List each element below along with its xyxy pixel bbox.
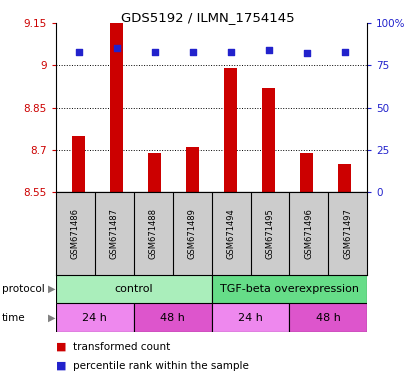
Text: ■: ■ [56,361,66,371]
Text: 48 h: 48 h [316,313,341,323]
Text: 24 h: 24 h [238,313,263,323]
Point [76,49,82,55]
Point [113,45,120,51]
Text: ■: ■ [56,342,66,352]
Text: 24 h: 24 h [83,313,107,323]
Text: GSM671489: GSM671489 [188,208,197,259]
Text: GSM671495: GSM671495 [266,208,274,259]
Bar [300,152,313,192]
Text: GDS5192 / ILMN_1754145: GDS5192 / ILMN_1754145 [121,12,294,25]
Bar [148,152,161,192]
Bar [262,88,275,192]
Bar [56,275,212,303]
Bar [56,303,134,332]
Bar [186,147,199,192]
Point [341,49,348,55]
Text: GSM671497: GSM671497 [343,208,352,259]
Text: GSM671486: GSM671486 [71,208,80,259]
Bar [338,164,351,192]
Point [227,49,234,55]
Text: ▶: ▶ [48,284,55,294]
Text: ▶: ▶ [48,313,55,323]
Text: 48 h: 48 h [160,313,185,323]
Point [303,50,310,56]
Point [151,49,158,55]
Text: GSM671494: GSM671494 [227,208,236,259]
Bar [290,303,367,332]
Bar [72,136,85,192]
Point [265,47,272,53]
Text: time: time [2,313,26,323]
Text: GSM671496: GSM671496 [305,208,313,259]
Bar [212,303,289,332]
Text: TGF-beta overexpression: TGF-beta overexpression [220,284,359,294]
Text: transformed count: transformed count [73,342,171,352]
Bar [110,9,123,192]
Text: GSM671487: GSM671487 [110,208,119,259]
Text: control: control [115,284,153,294]
Bar [134,303,212,332]
Point [189,49,196,55]
Bar [212,275,367,303]
Text: GSM671488: GSM671488 [149,208,158,259]
Bar [224,68,237,192]
Text: percentile rank within the sample: percentile rank within the sample [73,361,249,371]
Text: protocol: protocol [2,284,45,294]
